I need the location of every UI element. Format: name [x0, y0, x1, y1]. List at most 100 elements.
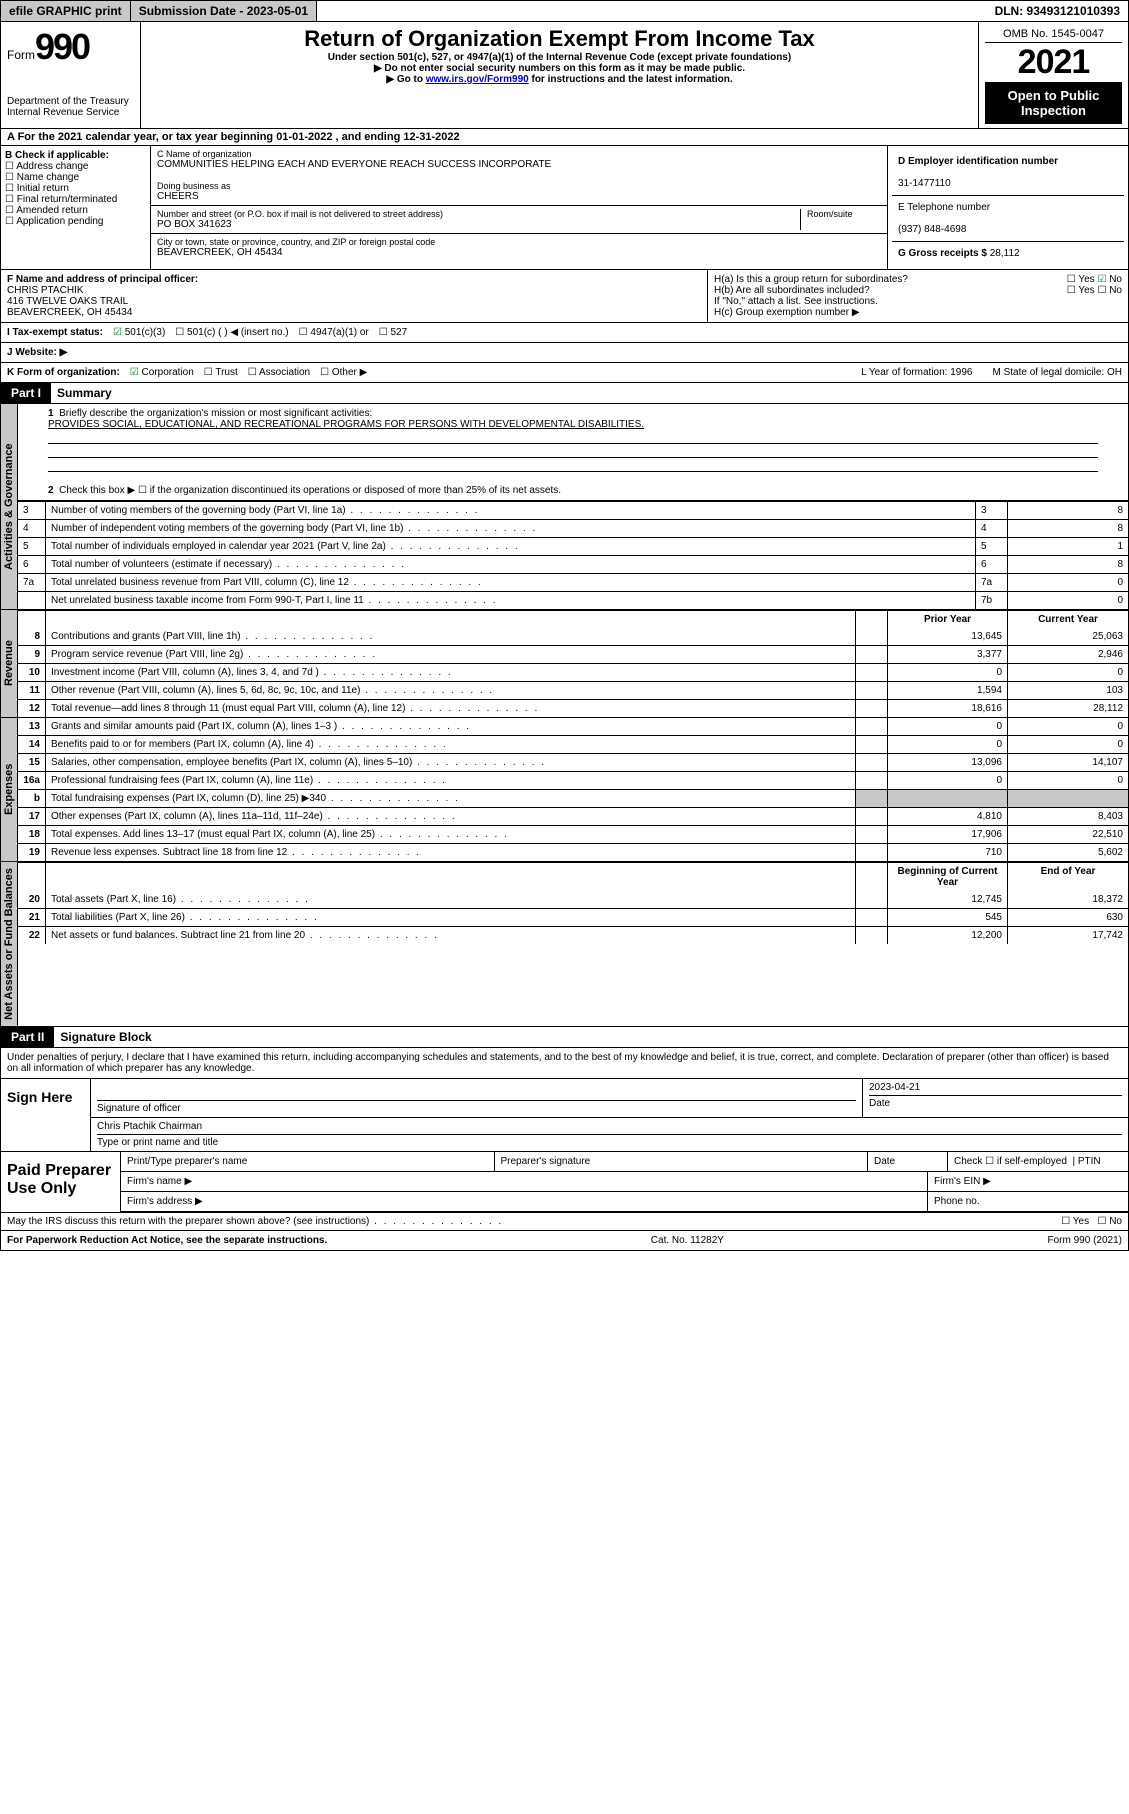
chk-final-return[interactable]: Final return/terminated — [5, 194, 117, 205]
current-year-value — [1008, 790, 1128, 807]
h-note: If "No," attach a list. See instructions… — [714, 296, 1122, 307]
firm-addr-label: Firm's address ▶ — [121, 1192, 928, 1212]
tel-value: (937) 848-4698 — [898, 224, 966, 235]
form-title: Return of Organization Exempt From Incom… — [147, 26, 972, 52]
gov-line: 5Total number of individuals employed in… — [18, 537, 1128, 555]
line-cell: 4 — [976, 520, 1008, 537]
current-year-value: 28,112 — [1008, 700, 1128, 717]
firm-phone-label: Phone no. — [928, 1192, 1128, 1212]
ha-yes[interactable]: Yes — [1067, 274, 1095, 285]
prior-year-value: 13,096 — [888, 754, 1008, 771]
part1-title: Summary — [51, 383, 118, 403]
data-line: 14Benefits paid to or for members (Part … — [18, 735, 1128, 753]
data-line: bTotal fundraising expenses (Part IX, co… — [18, 789, 1128, 807]
line-text: Revenue less expenses. Subtract line 18 … — [46, 844, 856, 861]
current-year-value: 25,063 — [1008, 628, 1128, 645]
chk-address-change[interactable]: Address change — [5, 161, 88, 172]
line-text: Total unrelated business revenue from Pa… — [46, 574, 976, 591]
chk-trust[interactable]: Trust — [204, 367, 238, 378]
line-text: Other expenses (Part IX, column (A), lin… — [46, 808, 856, 825]
i-label: I Tax-exempt status: — [7, 327, 103, 338]
firm-ein-label: Firm's EIN ▶ — [928, 1172, 1128, 1192]
part2-bar: Part II Signature Block — [0, 1027, 1129, 1048]
part1-bar: Part I Summary — [0, 383, 1129, 404]
paid-self-employed[interactable]: Check ☐ if self-employed — [954, 1156, 1067, 1167]
line-text: Contributions and grants (Part VIII, lin… — [46, 628, 856, 645]
data-line: 19Revenue less expenses. Subtract line 1… — [18, 843, 1128, 861]
tab-expenses: Expenses — [1, 718, 18, 861]
sig-date-value: 2023-04-21 — [869, 1082, 920, 1093]
line-text: Net unrelated business taxable income fr… — [46, 592, 976, 609]
chk-association[interactable]: Association — [248, 367, 310, 378]
line-num: 12 — [18, 700, 46, 717]
instructions-link[interactable]: www.irs.gov/Form990 — [426, 74, 529, 85]
row-a-tax-year: A For the 2021 calendar year, or tax yea… — [0, 129, 1129, 146]
form-label: Form — [7, 48, 35, 62]
form-header: Form990 Department of the Treasury Inter… — [0, 22, 1129, 129]
gross-value: 28,112 — [990, 248, 1020, 259]
data-line: 18Total expenses. Add lines 13–17 (must … — [18, 825, 1128, 843]
hb-yes[interactable]: Yes — [1067, 285, 1095, 296]
subtitle-1: Under section 501(c), 527, or 4947(a)(1)… — [147, 52, 972, 63]
line-value: 0 — [1008, 592, 1128, 609]
city-state-zip: BEAVERCREEK, OH 45434 — [157, 247, 881, 258]
chk-501c3[interactable]: 501(c)(3) — [113, 327, 165, 338]
block-fh: F Name and address of principal officer:… — [0, 270, 1129, 323]
gov-line: Net unrelated business taxable income fr… — [18, 591, 1128, 609]
line-text: Net assets or fund balances. Subtract li… — [46, 927, 856, 944]
paid-preparer-block: Paid Preparer Use Only Print/Type prepar… — [0, 1152, 1129, 1213]
chk-name-change[interactable]: Name change — [5, 172, 79, 183]
top-toolbar: efile GRAPHIC print Submission Date - 20… — [0, 0, 1129, 22]
line-cell: 6 — [976, 556, 1008, 573]
prior-year-value: 1,594 — [888, 682, 1008, 699]
prior-year-value: 12,745 — [888, 891, 1008, 908]
line-cell — [856, 628, 888, 645]
gross-label: G Gross receipts $ — [898, 248, 987, 259]
tab-net-assets: Net Assets or Fund Balances — [1, 862, 18, 1026]
dln-label: DLN: 93493121010393 — [987, 1, 1128, 21]
line-text: Total revenue—add lines 8 through 11 (mu… — [46, 700, 856, 717]
hd-boy: Beginning of Current Year — [888, 863, 1008, 891]
current-year-value: 14,107 — [1008, 754, 1128, 771]
chk-initial-return[interactable]: Initial return — [5, 183, 69, 194]
l-year-formation: L Year of formation: 1996 — [861, 367, 972, 378]
row-i: I Tax-exempt status: 501(c)(3) 501(c) ( … — [0, 323, 1129, 343]
line-num: 18 — [18, 826, 46, 843]
hb-no[interactable]: No — [1097, 285, 1122, 296]
paid-preparer-label: Paid Preparer Use Only — [1, 1152, 121, 1212]
k-label: K Form of organization: — [7, 367, 120, 378]
efile-print-button[interactable]: efile GRAPHIC print — [1, 1, 131, 21]
goto-prefix: ▶ Go to — [386, 74, 425, 85]
may-yes[interactable]: Yes — [1061, 1216, 1089, 1227]
ha-no[interactable]: No — [1097, 274, 1122, 285]
chk-501c[interactable]: 501(c) ( ) ◀ (insert no.) — [175, 327, 288, 338]
org-name: COMMUNITIES HELPING EACH AND EVERYONE RE… — [157, 159, 881, 170]
goto-suffix: for instructions and the latest informat… — [529, 74, 733, 85]
line-text: Professional fundraising fees (Part IX, … — [46, 772, 856, 789]
chk-corporation[interactable]: Corporation — [130, 367, 194, 378]
chk-amended-return[interactable]: Amended return — [5, 205, 88, 216]
prior-year-value: 17,906 — [888, 826, 1008, 843]
f-label: F Name and address of principal officer: — [7, 274, 198, 285]
prior-year-value: 12,200 — [888, 927, 1008, 944]
chk-other[interactable]: Other ▶ — [320, 367, 367, 378]
line-cell — [856, 646, 888, 663]
line-text: Grants and similar amounts paid (Part IX… — [46, 718, 856, 735]
tax-year: 2021 — [985, 43, 1122, 82]
row-j: J Website: ▶ — [0, 343, 1129, 363]
section-net-assets: Net Assets or Fund Balances Beginning of… — [0, 862, 1129, 1027]
chk-527[interactable]: 527 — [379, 327, 407, 338]
prior-year-value: 0 — [888, 718, 1008, 735]
data-line: 20Total assets (Part X, line 16)12,74518… — [18, 891, 1128, 908]
chk-4947[interactable]: 4947(a)(1) or — [299, 327, 369, 338]
line-cell — [856, 826, 888, 843]
prior-year-value: 13,645 — [888, 628, 1008, 645]
line-num: b — [18, 790, 46, 807]
may-no[interactable]: No — [1097, 1216, 1122, 1227]
chk-application-pending[interactable]: Application pending — [5, 216, 104, 227]
may-irs-text: May the IRS discuss this return with the… — [7, 1216, 503, 1227]
line-num: 19 — [18, 844, 46, 861]
data-line: 11Other revenue (Part VIII, column (A), … — [18, 681, 1128, 699]
tab-governance: Activities & Governance — [1, 404, 18, 609]
gov-line: 3Number of voting members of the governi… — [18, 501, 1128, 519]
